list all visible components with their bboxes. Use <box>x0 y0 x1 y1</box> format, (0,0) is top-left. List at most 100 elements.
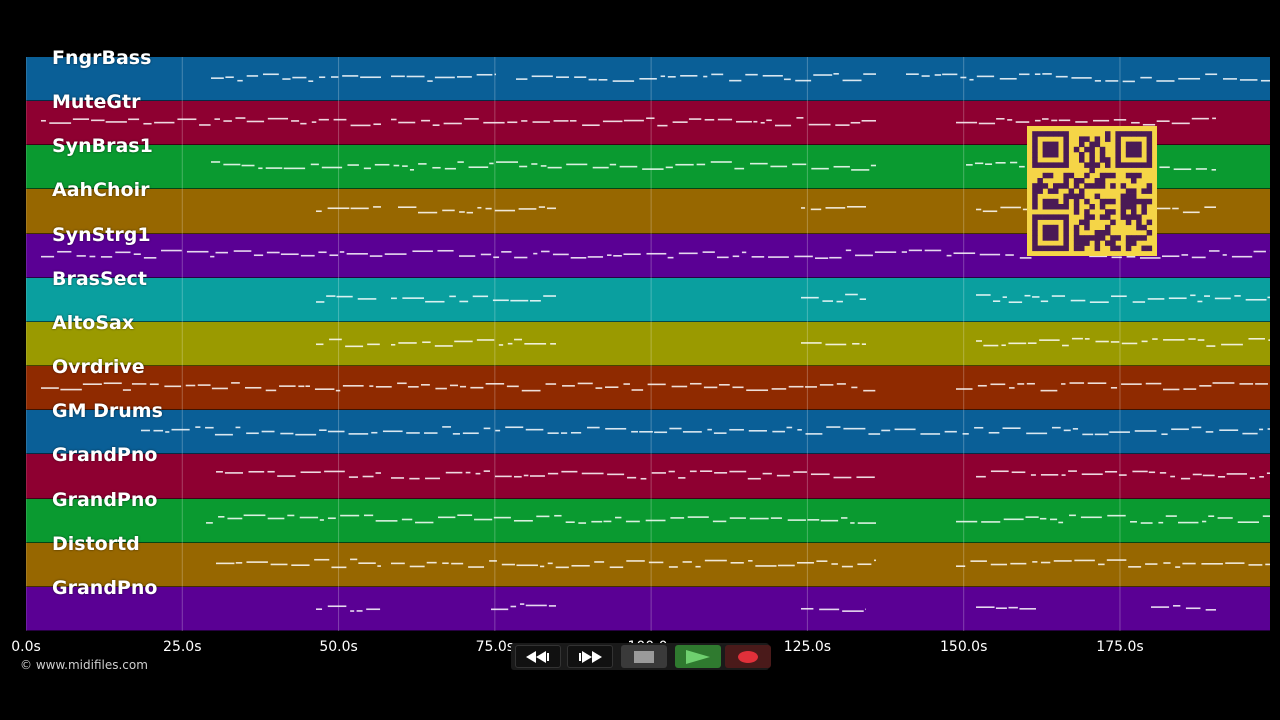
timeline-tick-label: 0.0s <box>11 639 41 655</box>
note-dash <box>797 561 814 564</box>
note-dash <box>1267 428 1270 430</box>
note-dash <box>819 608 840 611</box>
record-button[interactable] <box>725 645 771 668</box>
note-dash <box>246 120 265 123</box>
note-dash <box>333 118 347 121</box>
qr-module <box>1063 136 1069 142</box>
qr-module <box>1032 146 1038 153</box>
qr-module <box>1047 245 1054 252</box>
note-dash <box>760 121 765 124</box>
note-dash <box>1128 566 1142 568</box>
note-dash <box>1248 338 1265 340</box>
note-dash <box>1089 255 1108 258</box>
qr-module <box>1053 214 1059 220</box>
note-dash <box>1178 521 1199 524</box>
note-dash <box>357 298 377 300</box>
track-lane[interactable] <box>26 542 1270 587</box>
copyright-text: © www.midifiles.com <box>20 658 148 672</box>
track-lane[interactable] <box>26 366 1270 411</box>
qr-module <box>1115 157 1121 163</box>
qr-module <box>1115 146 1121 153</box>
note-dash <box>842 79 862 82</box>
qr-module <box>1141 162 1147 168</box>
track-lane[interactable] <box>26 321 1270 367</box>
note-dash <box>214 118 220 120</box>
note-dash <box>489 560 497 562</box>
note-dash <box>326 295 336 297</box>
note-dash <box>1040 474 1059 476</box>
qr-module <box>1146 162 1153 168</box>
qr-module <box>1146 146 1153 153</box>
note-dash <box>843 427 866 430</box>
qr-module <box>1079 188 1085 194</box>
track-lane[interactable] <box>26 586 1270 631</box>
qr-module <box>1063 152 1069 158</box>
note-dash <box>1003 518 1024 521</box>
qr-module <box>1115 162 1121 168</box>
rewind-button[interactable] <box>515 645 561 668</box>
note-dash <box>525 604 547 607</box>
note-dash <box>569 120 577 122</box>
note-dash <box>755 565 777 567</box>
note-events <box>41 73 1270 612</box>
note-dash <box>657 124 668 127</box>
note-dash <box>432 124 440 126</box>
note-dash <box>514 338 522 341</box>
stop-button[interactable] <box>621 645 667 668</box>
note-dash <box>981 521 1001 523</box>
qr-module <box>1089 235 1095 241</box>
note-dash <box>730 562 744 564</box>
note-dash <box>736 120 752 123</box>
note-dash <box>1039 517 1047 520</box>
note-dash <box>556 76 569 78</box>
qr-module <box>1089 157 1095 163</box>
note-dash <box>734 167 745 170</box>
note-dash <box>1118 474 1127 476</box>
qr-module <box>1105 240 1111 246</box>
note-dash <box>318 118 329 121</box>
note-dash <box>442 209 455 212</box>
note-dash <box>796 117 804 119</box>
note-dash <box>397 382 407 385</box>
note-dash <box>1217 517 1233 519</box>
qr-module <box>1073 209 1080 215</box>
note-dash <box>946 254 952 257</box>
note-dash <box>1058 521 1064 524</box>
track-lane[interactable] <box>26 454 1270 499</box>
note-dash <box>459 255 476 257</box>
note-dash <box>1058 119 1071 122</box>
play-button[interactable] <box>675 645 721 668</box>
note-dash <box>1239 383 1254 385</box>
note-dash <box>595 387 603 389</box>
note-dash <box>1208 250 1220 252</box>
qr-module <box>1110 172 1116 179</box>
note-dash <box>235 117 246 119</box>
note-dash <box>771 388 787 390</box>
note-dash <box>992 300 1001 302</box>
qr-module <box>1115 131 1121 137</box>
note-dash <box>1071 77 1092 79</box>
note-dash <box>494 475 512 478</box>
note-dash <box>358 562 376 564</box>
note-dash <box>477 206 482 209</box>
note-dash <box>577 382 593 385</box>
note-dash <box>801 342 822 344</box>
qr-module <box>1094 235 1101 241</box>
note-dash <box>716 256 729 259</box>
note-dash <box>375 386 392 388</box>
note-dash <box>480 253 492 256</box>
note-dash <box>642 168 664 170</box>
note-dash <box>1191 117 1209 120</box>
qr-module <box>1068 193 1075 200</box>
note-dash <box>1140 522 1153 524</box>
note-dash <box>476 73 493 76</box>
qr-module <box>1131 235 1137 241</box>
track-label: GrandPno <box>52 576 158 599</box>
qr-module <box>1058 245 1064 252</box>
fast-forward-button[interactable] <box>567 645 613 668</box>
note-dash <box>1222 254 1227 256</box>
note-dash <box>345 345 364 348</box>
qr-module <box>1079 178 1085 184</box>
track-lane[interactable] <box>26 277 1270 322</box>
note-dash <box>493 256 500 259</box>
